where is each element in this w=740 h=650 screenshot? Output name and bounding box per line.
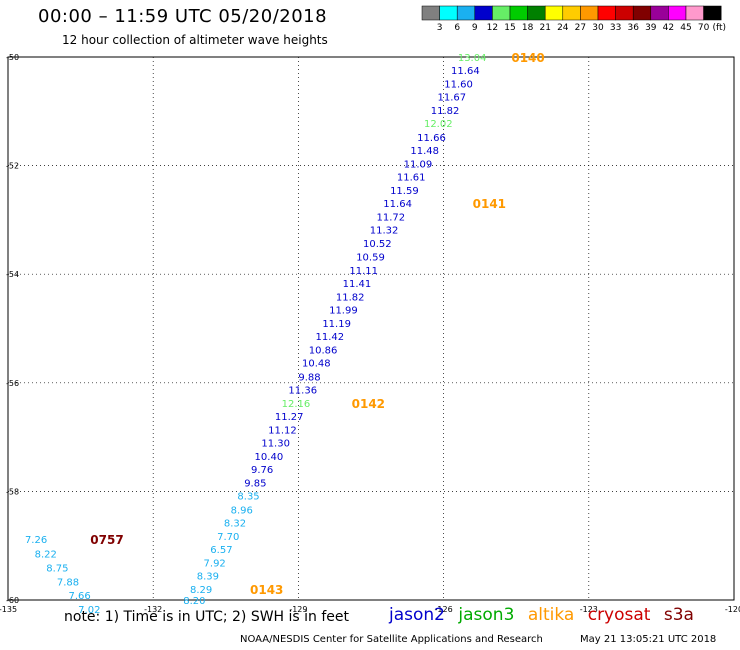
- wave-height-value: 10.86: [309, 346, 338, 357]
- legend-tick-label: 3: [437, 23, 443, 33]
- wave-height-map: -135 -132 -129 -126 -123 -120 -50 -52 -54 -56 -58 -…: [0, 51, 740, 616]
- wave-height-value: 11.30: [261, 439, 290, 450]
- lon-tick-label: -120: [725, 605, 740, 614]
- legend-tick-label: 9: [472, 23, 478, 33]
- lon-tick-label: -135: [0, 605, 17, 614]
- wave-height-value: 10.40: [255, 452, 284, 463]
- sat-jason2: jason2: [389, 605, 445, 625]
- lon-tick-label: -129: [289, 605, 307, 614]
- wave-height-value: 10.48: [302, 359, 331, 370]
- pass-time-label: 0141: [473, 197, 506, 211]
- wave-height-value: 7.02: [78, 605, 100, 616]
- sat-altika: altika: [527, 605, 575, 625]
- wave-height-value: 11.64: [383, 199, 412, 210]
- legend-tick-label: 30: [592, 23, 604, 33]
- wave-height-value: 11.12: [268, 425, 297, 436]
- wave-height-value: 7.66: [68, 591, 90, 602]
- chart-title: 00:00 – 11:59 UTC 05/20/2018: [38, 6, 328, 27]
- lat-tick-label: -56: [6, 379, 19, 388]
- wave-height-value: 11.99: [329, 305, 358, 316]
- wave-height-value: 11.67: [438, 93, 467, 104]
- wave-height-value: 12.02: [424, 119, 453, 130]
- legend-tick-label: 36: [627, 23, 639, 33]
- credit-line: NOAA/NESDIS Center for Satellite Applica…: [240, 634, 543, 645]
- lat-tick-label: -60: [6, 596, 19, 605]
- wave-height-value: 11.64: [451, 66, 480, 77]
- legend-tick-label: 39: [645, 23, 657, 33]
- wave-height-value: 8.96: [231, 505, 253, 516]
- wave-height-value: 11.42: [316, 332, 345, 343]
- wave-height-value: 7.88: [57, 578, 79, 589]
- wave-height-value: 8.75: [46, 563, 68, 574]
- wave-height-value: 11.82: [431, 106, 460, 117]
- legend-tick-label: 15: [504, 23, 515, 33]
- wave-height-value: 11.27: [275, 412, 304, 423]
- wave-height-value: 11.66: [417, 133, 446, 144]
- wave-height-value: 7.92: [204, 559, 226, 570]
- wave-height-value: 11.19: [322, 319, 351, 330]
- wave-height-value: 8.39: [197, 572, 219, 583]
- legend-tick-label: 18: [522, 23, 534, 33]
- wave-height-value: 8.22: [35, 549, 57, 560]
- wave-height-value: 11.72: [377, 213, 406, 224]
- wave-height-value: 9.88: [298, 372, 320, 383]
- wave-height-value: 11.61: [397, 172, 426, 183]
- lat-tick-label: -54: [6, 270, 19, 279]
- wave-height-value: 6.57: [210, 545, 232, 556]
- chart-subtitle: 12 hour collection of altimeter wave hei…: [62, 33, 328, 47]
- wave-height-value: 7.70: [217, 532, 239, 543]
- lat-tick-label: -52: [6, 162, 19, 171]
- lat-tick-label: -58: [6, 487, 19, 496]
- wave-height-value: 9.76: [251, 465, 273, 476]
- sat-cryosat: cryosat: [587, 605, 651, 625]
- sat-s3a: s3a: [663, 605, 694, 625]
- wave-height-value: 8.29: [190, 585, 212, 596]
- pass-time-label: 0757: [90, 533, 123, 547]
- wave-height-value: 11.82: [336, 292, 365, 303]
- legend-unit: (ft): [712, 23, 726, 33]
- wave-height-value: 11.36: [288, 385, 317, 396]
- generated-timestamp: May 21 13:05:21 UTC 2018: [580, 634, 717, 645]
- wave-height-value: 9.85: [244, 479, 266, 490]
- legend-tick-label: 70: [698, 23, 710, 33]
- sat-jason3: jason3: [458, 605, 515, 625]
- legend-tick-label: 21: [539, 23, 550, 33]
- wave-height-value: 12.16: [282, 399, 311, 410]
- wave-height-value: 11.32: [370, 226, 399, 237]
- legend-swatch: [703, 5, 722, 21]
- wave-height-value: 13.04: [458, 53, 487, 64]
- pass-time-label: 0140: [511, 51, 544, 65]
- wave-height-value: 11.09: [404, 159, 433, 170]
- satellite-legend: jason2 jason3 altika cryosat s3a: [389, 605, 702, 625]
- wave-height-value: 7.26: [25, 535, 47, 546]
- wave-height-value: 8.35: [237, 492, 259, 503]
- legend-tick-label: 42: [663, 23, 674, 33]
- legend-tick-label: 24: [557, 23, 569, 33]
- legend-tick-label: 6: [454, 23, 460, 33]
- wave-height-value: 11.48: [410, 146, 439, 157]
- wave-height-value: 11.11: [349, 266, 378, 277]
- legend-tick-label: 27: [575, 23, 586, 33]
- pass-time-label: 0143: [250, 583, 283, 597]
- lat-tick-label: -50: [6, 53, 19, 62]
- wave-height-value: 10.59: [356, 252, 385, 263]
- map-frame: [7, 56, 735, 601]
- wave-height-value: 8.20: [183, 596, 205, 607]
- wave-height-value: 11.59: [390, 186, 419, 197]
- pass-time-label: 0142: [352, 397, 385, 411]
- wave-height-value: 10.52: [363, 239, 392, 250]
- wave-height-value: 11.41: [343, 279, 372, 290]
- legend-tick-label: 45: [680, 23, 691, 33]
- legend-tick-label: 12: [487, 23, 498, 33]
- lon-tick-label: -123: [580, 605, 598, 614]
- wave-height-value: 8.32: [224, 518, 246, 529]
- wave-height-value: 11.60: [444, 80, 473, 91]
- lon-tick-label: -132: [144, 605, 162, 614]
- legend-tick-label: 33: [610, 23, 621, 33]
- color-legend: 3 6 9 12 15 18 21 24 27 30 33 36 39 42 45 70 (ft): [421, 5, 726, 33]
- lon-tick-label: -126: [435, 605, 453, 614]
- footer-note: note: 1) Time is in UTC; 2) SWH is in fe…: [64, 609, 350, 625]
